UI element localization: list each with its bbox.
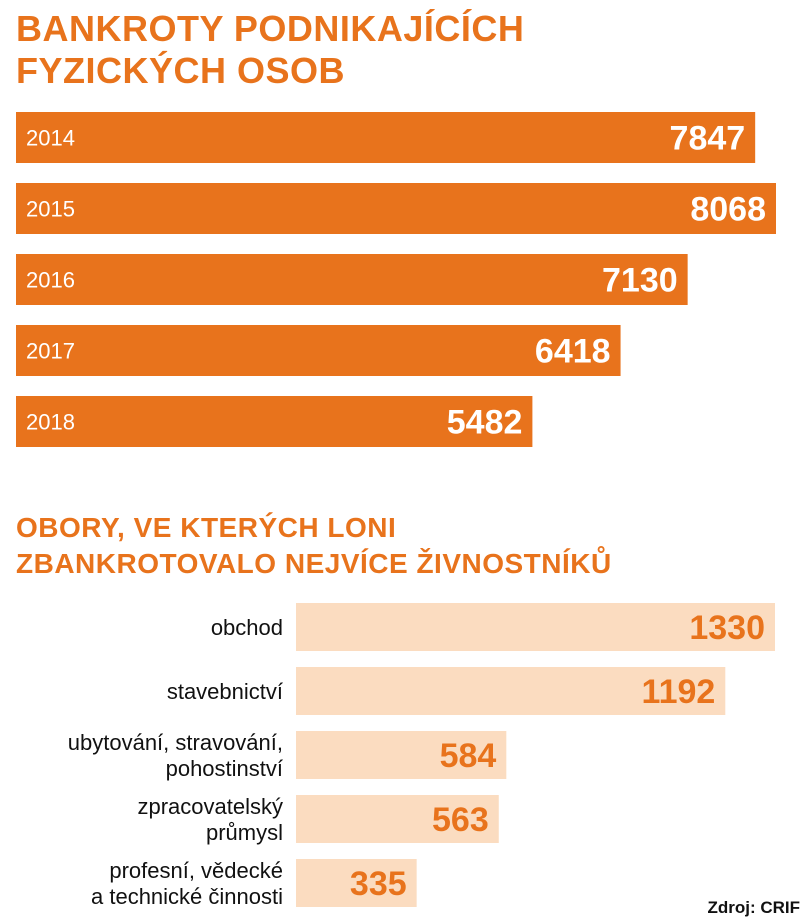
bar (16, 183, 776, 234)
category-label: stavebnictví (167, 679, 283, 704)
category-label: obchod (211, 615, 283, 640)
data-label: 7130 (602, 262, 678, 300)
chart-title-sectors: OBORY, VE KTERÝCH LONI ZBANKROTOVALO NEJ… (16, 510, 796, 582)
category-label: a technické činnosti (91, 884, 283, 909)
title-line: BANKROTY PODNIKAJÍCÍCH (16, 8, 525, 49)
bar (16, 112, 756, 163)
bar (296, 667, 726, 715)
title-line: ZBANKROTOVALO NEJVÍCE ŽIVNOSTNÍKŮ (16, 548, 612, 579)
title-line: OBORY, VE KTERÝCH LONI (16, 512, 397, 543)
category-label: profesní, vědecké (109, 858, 283, 883)
bar (16, 396, 533, 447)
data-label: 8068 (690, 191, 766, 229)
category-label: pohostinství (166, 756, 283, 781)
category-label: 2017 (26, 339, 75, 364)
category-label: 2014 (26, 126, 75, 151)
bar (16, 325, 621, 376)
bar (296, 859, 417, 907)
category-label: 2015 (26, 197, 75, 222)
category-label: 2016 (26, 268, 75, 293)
data-label: 7847 (670, 120, 746, 158)
title-line: FYZICKÝCH OSOB (16, 50, 346, 91)
category-label: 2018 (26, 410, 75, 435)
data-label: 584 (440, 737, 497, 775)
data-label: 1192 (642, 673, 716, 711)
bar (16, 254, 688, 305)
data-label: 335 (350, 865, 407, 903)
data-label: 6418 (535, 333, 611, 371)
data-label: 1330 (689, 609, 765, 647)
data-label: 5482 (447, 404, 523, 442)
bar (296, 731, 507, 779)
bar (296, 795, 499, 843)
data-label: 563 (432, 801, 489, 839)
chart-title-bankruptcies: BANKROTY PODNIKAJÍCÍCH FYZICKÝCH OSOB (16, 8, 716, 92)
category-label: ubytování, stravování, (68, 730, 283, 755)
category-label: průmysl (206, 820, 283, 845)
category-label: zpracovatelský (137, 794, 283, 819)
bar (296, 603, 775, 651)
source-note: Zdroj: CRIF (707, 898, 800, 917)
